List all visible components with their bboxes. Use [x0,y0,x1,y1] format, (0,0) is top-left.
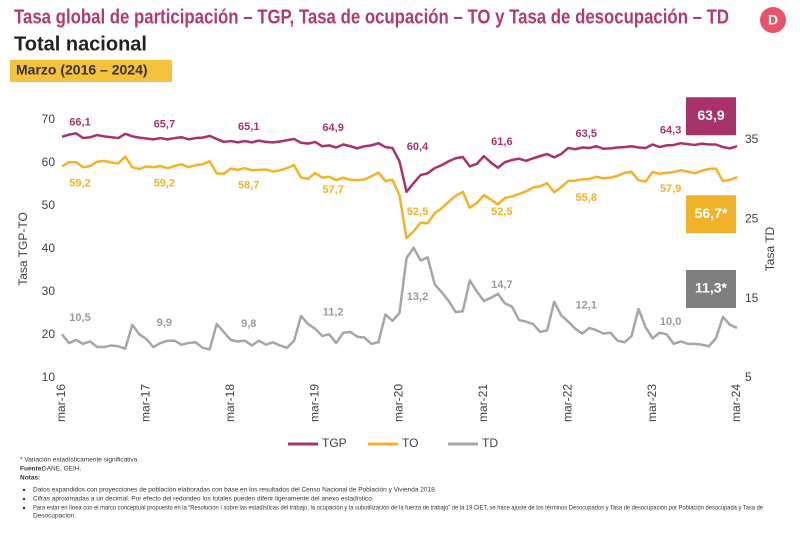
value-label: 63,5 [576,128,597,140]
value-label: 14,7 [491,279,512,291]
value-box [686,195,736,234]
value-label: 52,5 [407,206,428,218]
value-label: 56,7* [695,205,728,221]
value-label: 57,9 [660,183,681,195]
legend-label: TO [402,436,418,450]
value-label: 61,6 [491,136,512,148]
value-label: 9,9 [157,317,172,329]
value-label: 9,8 [241,318,256,330]
bullet [22,488,26,492]
y-tick-label: 40 [42,241,56,255]
value-label: 59,2 [69,177,90,189]
note: Desocupación. [33,513,76,520]
y-tick-label: 10 [42,370,56,384]
y2-tick-label: 35 [745,132,759,146]
value-label: 58,7 [238,179,259,191]
value-label: 65,7 [154,118,175,130]
value-label: 64,9 [322,122,343,134]
value-label: 63,9 [697,107,724,123]
note: Para estar en línea con el marco concept… [33,505,763,512]
series-line [61,155,738,240]
value-label: 65,1 [238,121,259,133]
y2-tick-label: 15 [745,291,759,305]
value-label: 10,0 [660,316,681,328]
value-label: 11,2 [323,307,344,319]
value-label: 13,2 [407,291,428,303]
x-tick-label: mar-22 [560,384,574,422]
y2-axis-title: Tasa TD [763,226,777,271]
series-line [61,246,738,351]
y2-tick-label: 25 [745,211,759,225]
value-label: 11,3* [695,280,727,296]
value-label: 12,1 [576,300,597,312]
value-label: 66,1 [69,117,90,129]
value-box [686,97,736,136]
source: DANE, GEIH. [42,466,82,473]
footnote: * Variación estadísticamente significati… [20,457,139,464]
y-tick-label: 60 [42,155,56,169]
x-tick-label: mar-24 [729,384,743,422]
x-tick-label: mar-16 [54,384,68,422]
value-label: 10,5 [69,312,90,324]
value-box [686,269,736,308]
bullet [22,506,26,510]
chart-title: Tasa global de participación – TGP, Tasa… [14,6,729,28]
y-tick-label: 30 [42,284,56,298]
y-tick-label: 70 [42,112,56,126]
value-label: 64,3 [660,124,681,136]
x-tick-label: mar-23 [645,384,659,422]
x-tick-label: mar-19 [307,384,321,422]
y-tick-label: 20 [42,327,56,341]
legend-label: TD [482,436,498,450]
y-axis-title: Tasa TGP-TO [16,212,30,286]
y2-tick-label: 5 [745,370,752,384]
legend-label: TGP [322,436,347,450]
value-label: 59,2 [154,177,175,189]
value-label: 55,8 [576,192,597,204]
x-tick-label: mar-21 [476,384,490,422]
source-label: Fuente: [20,466,43,473]
y-tick-label: 50 [42,198,56,212]
x-tick-label: mar-20 [392,384,406,422]
notes-title: Notas: [20,475,40,482]
series-line [61,132,738,194]
logo-letter: D [768,12,778,28]
bullet [22,497,26,501]
logo [760,7,786,33]
value-label: 52,5 [491,206,512,218]
period: Marzo (2016 – 2024) [16,62,148,78]
x-tick-label: mar-17 [139,384,153,422]
value-label: 60,4 [407,141,429,153]
x-tick-label: mar-18 [223,384,237,422]
period-band [10,60,172,82]
chart-subtitle: Total nacional [14,33,147,55]
note: Cifras aproximadas a un decimal. Por efe… [33,496,374,503]
note: Datos expandidos con proyecciones de pob… [33,487,437,494]
value-label: 57,7 [322,184,343,196]
